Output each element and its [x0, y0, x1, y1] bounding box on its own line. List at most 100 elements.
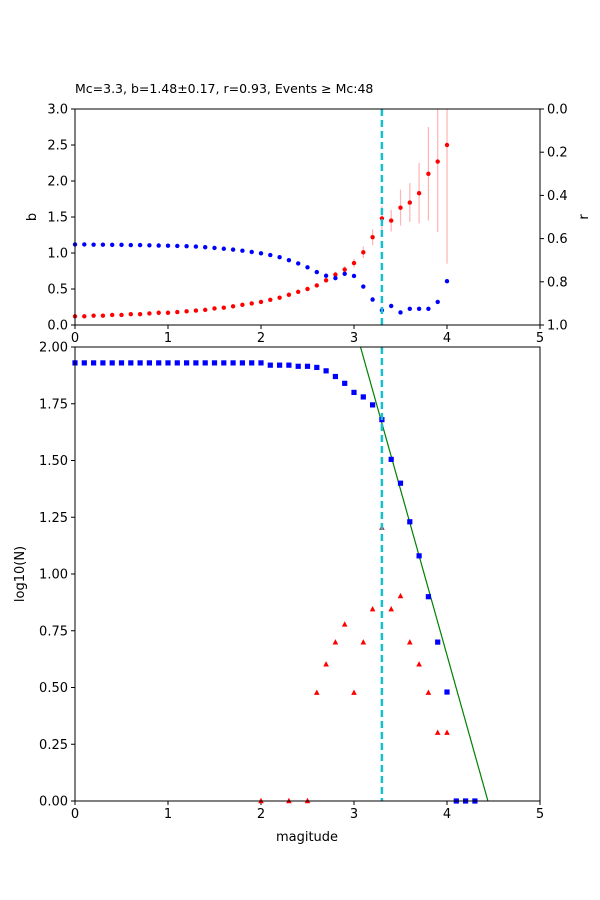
b-value-point [268, 297, 273, 302]
b-value-point [100, 313, 106, 318]
bottom-y-tick-label: 1.25 [39, 511, 68, 526]
cumulative-count-marker [397, 480, 404, 486]
noncumulative-count-marker [314, 689, 320, 695]
cumulative-count-marker [351, 389, 357, 395]
top-y-tick-label: 0.0 [47, 319, 68, 334]
b-value-point [407, 200, 412, 205]
top-plot-marks [72, 109, 450, 325]
r-value-point [212, 245, 217, 251]
bottom-x-tick-label: 3 [350, 807, 358, 822]
cumulative-count-marker [221, 360, 227, 366]
cumulative-count-marker [109, 360, 115, 366]
top-right-y-tick-label: 1.0 [547, 319, 568, 334]
bottom-x-tick-label: 2 [257, 807, 265, 822]
top-right-y-tick-label: 0.0 [547, 103, 568, 118]
r-value-point [193, 244, 199, 249]
bottom-y-tick-label: 1.50 [39, 454, 68, 469]
b-value-point [435, 159, 440, 164]
bottom-y-tick-label: 2.00 [39, 341, 68, 356]
noncumulative-count-marker [323, 661, 329, 667]
r-value-point [351, 273, 357, 279]
cumulative-count-marker [435, 639, 441, 645]
noncumulative-count-marker [360, 639, 367, 645]
b-value-point [323, 278, 329, 283]
cumulative-count-marker [193, 360, 199, 366]
bottom-y-tick-label: 1.00 [39, 568, 68, 583]
b-value-point [333, 272, 338, 277]
cumulative-count-marker [81, 360, 87, 366]
b-value-point [137, 312, 143, 317]
noncumulative-count-marker [341, 621, 348, 627]
cumulative-count-marker [342, 380, 348, 386]
b-value-point [128, 312, 133, 317]
r-value-point [110, 242, 115, 248]
cumulative-count-marker [258, 360, 264, 366]
cumulative-count-marker [249, 360, 255, 366]
cumulative-count-marker [137, 360, 143, 366]
b-value-point [119, 312, 124, 318]
noncumulative-count-marker [397, 592, 404, 599]
b-value-point [389, 218, 394, 223]
r-value-point [398, 310, 403, 315]
b-value-point [193, 308, 199, 313]
r-value-point [100, 242, 106, 247]
frequency-magnitude-panel: log10(N) magitude 0 1 2 3 4 5 0.00 0.25 0.50 0.7… [13, 341, 544, 846]
top-y-tick-label: 2.5 [47, 139, 68, 154]
bottom-x-tick-label: 1 [164, 807, 172, 822]
r-value-point [286, 258, 292, 263]
top-x-tick-label: 3 [350, 331, 358, 346]
cumulative-count-marker [91, 360, 97, 366]
noncumulative-count-marker [407, 639, 413, 645]
r-value-point [230, 247, 236, 252]
bottom-x-axis-label: magitude [276, 830, 338, 845]
bottom-y-axis-label: log10(N) [13, 546, 28, 602]
noncumulative-count-marker [388, 605, 394, 612]
cumulative-count-marker [118, 360, 125, 366]
r-value-point [119, 242, 124, 248]
r-value-point [342, 271, 347, 277]
cumulative-count-marker [165, 360, 171, 366]
r-value-point [128, 242, 133, 248]
top-x-tick-label: 0 [71, 331, 79, 346]
r-value-point [407, 306, 412, 311]
noncumulative-count-marker [369, 605, 376, 612]
r-value-point [323, 273, 329, 278]
bottom-y-axis: 0.00 0.25 0.50 0.75 1.00 1.25 1.50 1.75 2.00 [39, 341, 75, 810]
bottom-x-tick-label: 0 [71, 807, 79, 822]
b-value-point [165, 310, 171, 315]
b-value-point [175, 309, 180, 315]
b-value-point [249, 301, 254, 306]
b-value-point [305, 286, 310, 292]
r-value-point [221, 246, 226, 251]
top-y-axis-label: b [25, 213, 40, 221]
cumulative-count-marker [388, 456, 394, 462]
cumulative-count-marker [295, 363, 301, 369]
r-value-point [82, 242, 87, 247]
b-value-point [82, 314, 87, 319]
cumulative-count-marker [370, 402, 376, 408]
cumulative-count-marker [146, 360, 152, 366]
r-value-point [165, 243, 171, 248]
b-value-point [286, 292, 292, 297]
r-value-point [258, 251, 264, 256]
r-value-point [416, 306, 422, 311]
cumulative-count-marker [174, 360, 180, 366]
r-value-point [240, 248, 245, 253]
top-x-tick-label: 1 [164, 331, 172, 346]
noncumulative-count-marker [434, 729, 441, 735]
top-right-y-tick-label: 0.6 [547, 232, 568, 247]
cumulative-count-marker [425, 594, 431, 600]
b-value-point [351, 260, 357, 266]
r-value-point [314, 269, 319, 275]
b-value-point [342, 267, 347, 272]
b-value-point [221, 305, 226, 310]
noncumulative-count-marker [444, 729, 450, 735]
b-value-point [370, 234, 375, 240]
cumulative-count-marker [286, 362, 292, 368]
b-value-point [361, 250, 366, 255]
cumulative-count-marker [360, 394, 366, 400]
b-value-point [426, 171, 431, 176]
b-value-point [296, 289, 301, 295]
top-y-axis: 0.0 0.5 1.0 1.5 2.0 2.5 3.0 [47, 103, 75, 334]
r-value-point [389, 303, 394, 309]
